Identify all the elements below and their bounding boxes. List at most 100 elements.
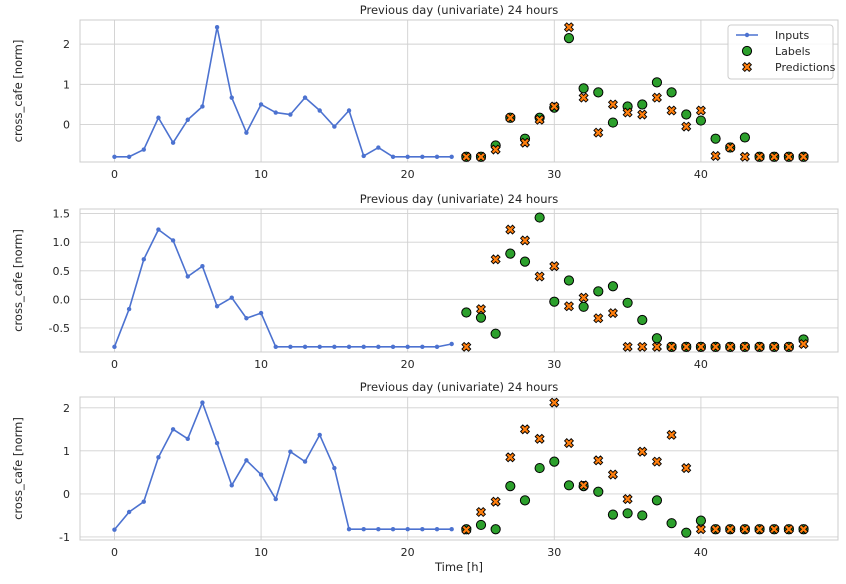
label-point [681, 109, 692, 120]
subplot-3: 0 10 20 30 40 -1 0 1 2 Previous day (univariate) … [11, 380, 839, 574]
prediction-point [651, 456, 662, 467]
prediction-point [534, 114, 545, 125]
prediction-point [695, 341, 706, 352]
prediction-point [505, 452, 516, 463]
prediction-point [783, 151, 794, 162]
inputs-point [434, 527, 440, 532]
inputs-point [170, 427, 176, 432]
prediction-point [622, 494, 633, 505]
inputs-point [332, 124, 337, 129]
inputs-point [156, 227, 161, 232]
inputs-point [141, 499, 146, 504]
label-point [637, 314, 648, 326]
prediction-point [519, 137, 531, 148]
inputs-point [420, 344, 425, 350]
inputs-point [288, 344, 293, 350]
label-point [607, 509, 619, 520]
x-tick-label: 30 [547, 546, 561, 559]
x-tick-label: 10 [254, 168, 268, 181]
y-tick-label: 1 [63, 445, 70, 458]
label-point [593, 87, 604, 98]
label-point [578, 83, 589, 94]
label-point [651, 333, 663, 344]
inputs-point [420, 527, 425, 532]
label-point [505, 481, 516, 492]
label-point [666, 87, 677, 98]
prediction-point [461, 151, 472, 162]
x-tick-label: 40 [694, 546, 708, 559]
inputs-point [390, 154, 396, 159]
label-point [563, 33, 575, 44]
x-tick-label: 0 [111, 546, 118, 559]
x-tick-label: 30 [547, 168, 561, 181]
subplot-title: Previous day (univariate) 24 hours [360, 192, 559, 206]
prediction-point [475, 506, 487, 518]
series-inputs [112, 25, 454, 159]
label-point [695, 115, 707, 126]
prediction-point [534, 433, 545, 444]
inputs-point [141, 257, 146, 262]
inputs-point [390, 344, 396, 350]
label-point [505, 248, 516, 259]
prediction-point [725, 341, 736, 352]
inputs-point [126, 306, 132, 312]
inputs-point [346, 108, 352, 113]
prediction-point [461, 524, 472, 535]
prediction-point [783, 524, 794, 535]
series-predictions [461, 22, 809, 162]
inputs-point [185, 117, 190, 122]
y-tick-label: 1.5 [53, 208, 71, 221]
legend-predictions-marker [741, 61, 753, 73]
prediction-point [563, 301, 574, 312]
prediction-point [607, 469, 618, 480]
prediction-point [593, 127, 604, 138]
legend-inputs-label: Inputs [775, 29, 809, 42]
prediction-point [769, 341, 780, 352]
inputs-point [200, 400, 205, 405]
inputs-point [126, 154, 132, 159]
axes-frame [79, 396, 839, 541]
prediction-point [637, 446, 648, 457]
x-tick-label: 20 [401, 358, 415, 371]
label-point [593, 286, 604, 297]
y-tick-label: 0.0 [53, 293, 71, 306]
inputs-point [332, 465, 337, 471]
prediction-point [607, 308, 618, 319]
label-point [534, 462, 545, 474]
inputs-point [229, 95, 234, 100]
inputs-point [170, 140, 176, 145]
prediction-point [754, 151, 765, 162]
prediction-point [651, 92, 662, 103]
y-tick-label: 1.0 [53, 236, 71, 249]
x-tick-label: 0 [111, 358, 118, 371]
prediction-point [578, 292, 589, 303]
label-point [681, 527, 692, 538]
prediction-point [666, 429, 677, 440]
inputs-point [185, 436, 190, 441]
prediction-point [490, 496, 501, 507]
x-tick-label: 30 [547, 358, 561, 371]
label-point [607, 281, 619, 292]
inputs-point [126, 509, 132, 515]
y-tick-label: 0 [63, 119, 70, 132]
prediction-point [519, 235, 531, 246]
prediction-point [666, 105, 677, 116]
prediction-point [607, 99, 618, 110]
legend-labels-marker [741, 45, 753, 57]
inputs-point [361, 527, 366, 532]
inputs-point [112, 154, 117, 159]
prediction-point [710, 150, 721, 162]
inputs-point [434, 154, 440, 159]
prediction-point [695, 105, 706, 116]
inputs-point [214, 304, 220, 309]
legend-labels-label: Labels [775, 45, 811, 58]
prediction-point [534, 271, 545, 282]
label-point [534, 212, 545, 223]
inputs-point [346, 344, 352, 350]
y-tick-label: 2 [63, 402, 70, 415]
prediction-point [549, 397, 560, 408]
prediction-point [666, 341, 677, 352]
label-point [593, 486, 604, 497]
